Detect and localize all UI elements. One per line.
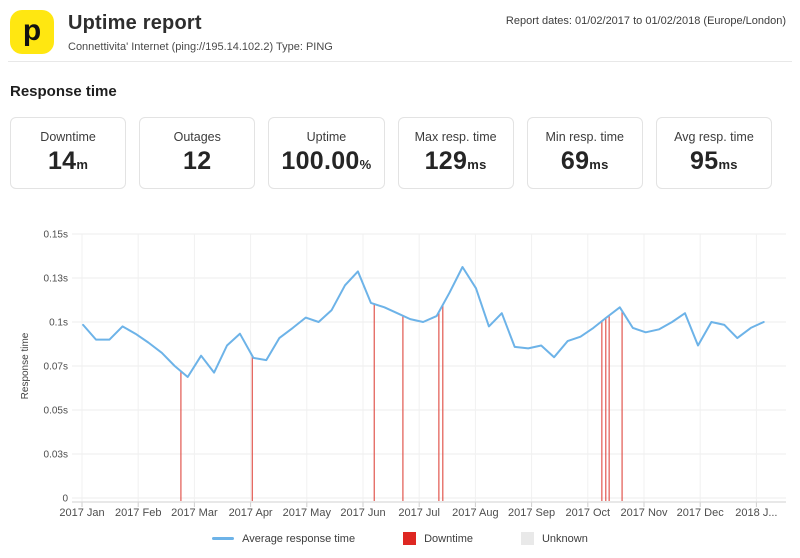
legend-item-average-response-time[interactable]: Average response time <box>212 533 355 545</box>
stat-unit: % <box>359 157 372 172</box>
stat-unit: m <box>76 157 89 172</box>
pingdom-logo: p <box>10 10 54 54</box>
stats-row: Downtime 14m Outages 12 Uptime 100.00% Max res… <box>10 117 773 189</box>
stat-value: 14m <box>47 147 89 175</box>
legend-square-marker <box>520 532 534 545</box>
stat-label: Avg resp. time <box>674 130 754 144</box>
stat-label: Downtime <box>40 130 96 144</box>
x-tick-label: 2017 Aug <box>452 507 499 519</box>
y-tick-label: 0.15s <box>44 230 68 241</box>
stat-value: 129ms <box>424 147 487 175</box>
stat-label: Outages <box>173 130 221 144</box>
stat-value: 100.00% <box>281 147 372 175</box>
legend-label: Average response time <box>242 532 356 545</box>
legend-item-downtime[interactable]: Downtime <box>403 532 473 545</box>
x-tick-label: 2017 Feb <box>115 507 161 519</box>
stat-unit: ms <box>718 157 738 172</box>
stat-box-min-resp-time: Min resp. time 69ms <box>526 117 643 189</box>
x-axis: 2017 Jan 2017 Feb 2017 Mar 2017 Apr 2017 May… <box>59 234 778 519</box>
legend-square-marker <box>403 532 417 545</box>
average-response-time-line <box>82 266 765 378</box>
header-divider <box>8 61 792 62</box>
y-axis-title: Response time <box>20 332 31 399</box>
x-tick-label: 2017 Sep <box>508 507 555 519</box>
report-dates: Report dates: 01/02/2017 to 01/02/2018 (… <box>505 15 786 27</box>
y-tick-label: 0.13s <box>44 274 68 285</box>
section-title: Response time <box>10 83 117 100</box>
legend-item-unknown[interactable]: Unknown <box>520 532 588 545</box>
stat-box-uptime: Uptime 100.00% <box>268 117 385 189</box>
downtime-lines <box>180 304 623 501</box>
stat-box-max-resp-time: Max resp. time 129ms <box>397 117 514 189</box>
x-tick-label: 2017 Jan <box>59 507 104 519</box>
stat-box-downtime: Downtime 14m <box>10 117 127 189</box>
y-gridlines: 0 0.03s 0.05s 0.07s 0.1s 0.13s 0.15s <box>44 230 786 505</box>
stat-label: Uptime <box>306 130 347 144</box>
y-tick-label: 0 <box>62 494 68 505</box>
x-tick-label: 2017 Apr <box>229 507 273 519</box>
y-tick-label: 0.07s <box>44 362 68 373</box>
chart-legend: Average response time Downtime Unknown <box>0 532 800 545</box>
stat-value: 69ms <box>560 147 609 175</box>
x-tick-label: 2017 Nov <box>620 507 668 519</box>
x-tick-label: 2017 Jul <box>398 507 440 519</box>
page-title: Uptime report <box>68 12 202 34</box>
stat-unit: ms <box>589 157 609 172</box>
legend-line-marker <box>212 537 235 540</box>
x-tick-label: 2017 Oct <box>565 507 610 519</box>
stat-box-outages: Outages 12 <box>139 117 256 189</box>
stat-label: Max resp. time <box>414 130 497 144</box>
stat-label: Min resp. time <box>545 130 625 144</box>
legend-label: Downtime <box>424 532 473 545</box>
stat-box-avg-resp-time: Avg resp. time 95ms <box>655 117 773 189</box>
stat-unit: ms <box>467 157 487 172</box>
report-header: p Uptime report Connettivita' Internet (… <box>0 0 800 54</box>
x-tick-label: 2017 Dec <box>677 507 725 519</box>
x-tick-label: 2017 Jun <box>340 507 385 519</box>
pingdom-logo-letter: p <box>22 13 42 47</box>
report-titles: Uptime report Connettivita' Internet (pi… <box>68 10 333 53</box>
y-tick-label: 0.03s <box>44 450 68 461</box>
stat-value: 95ms <box>690 147 738 175</box>
x-tick-label: 2017 Mar <box>171 507 218 519</box>
x-tick-label: 2018 J... <box>735 507 777 519</box>
stat-value: 12 <box>183 147 212 175</box>
y-tick-label: 0.1s <box>49 318 68 329</box>
check-subtitle: Connettivita' Internet (ping://195.14.10… <box>68 41 333 53</box>
y-tick-label: 0.05s <box>44 406 68 417</box>
legend-label: Unknown <box>541 532 588 545</box>
x-tick-label: 2017 May <box>283 507 332 519</box>
